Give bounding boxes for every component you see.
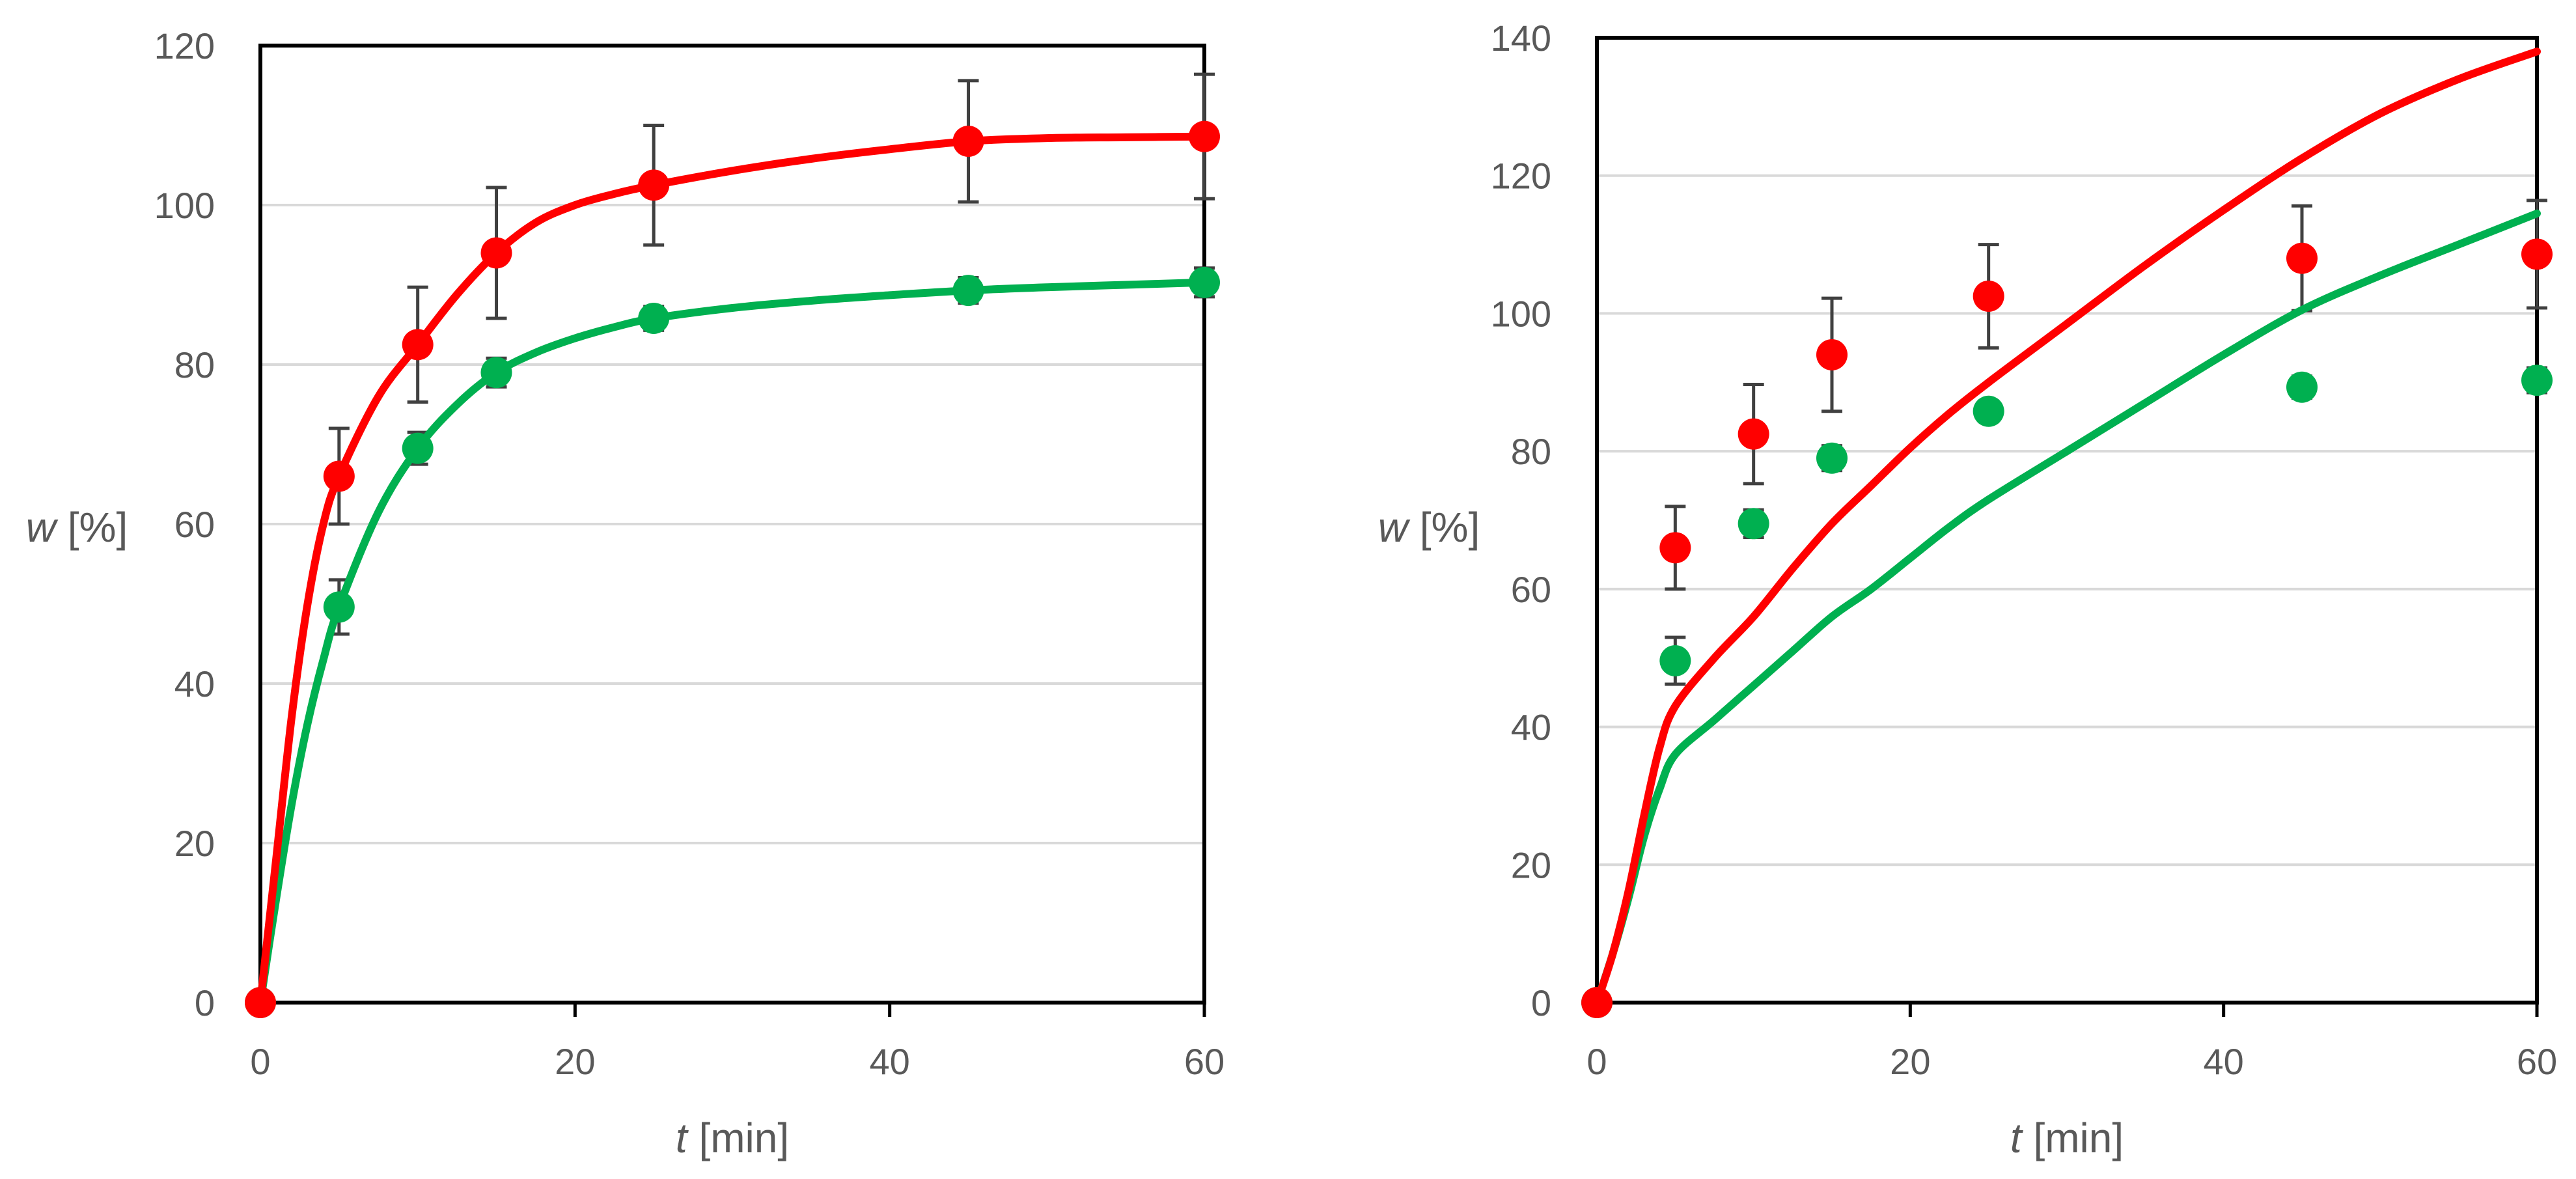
y-tick-label-60: 60 — [174, 504, 215, 545]
x-axis-title: t [min] — [676, 1115, 789, 1161]
y-axis-unit: [%] — [56, 504, 128, 551]
y-tick-label-0: 0 — [195, 982, 215, 1023]
data-point-red-data-3 — [480, 237, 512, 269]
y-tick-label-120: 120 — [154, 25, 215, 66]
y-tick-label-120: 120 — [1491, 156, 1551, 197]
fit-curve-green-data — [1593, 209, 2541, 1006]
data-point-green-data-2 — [402, 432, 434, 464]
chart-left: 0 20 40 60 80 100 120 0 20 40 60 t [min] w [%] — [26, 25, 1225, 1161]
y-axis-title: w [%] — [26, 504, 128, 551]
x-axis-var: t — [676, 1115, 689, 1161]
x-tick-label-20: 20 — [555, 1041, 595, 1082]
y-tick-label-20: 20 — [1511, 844, 1551, 885]
data-point-red-data-2 — [1738, 418, 1769, 450]
data-point-red-data-3 — [1816, 339, 1848, 370]
y-tick-label-100: 100 — [1491, 293, 1551, 334]
fit-curve-green-data — [256, 278, 1208, 1006]
y-tick-label-20: 20 — [174, 823, 215, 864]
data-point-red-data-1 — [323, 460, 355, 492]
data-point-red-data-6 — [2521, 238, 2553, 270]
x-tick-label-0: 0 — [1586, 1041, 1607, 1082]
x-tick-label-20: 20 — [1890, 1041, 1930, 1082]
y-tick-label-0: 0 — [1531, 982, 1551, 1023]
data-point-green-data-3 — [1816, 442, 1848, 474]
plot-frame — [1595, 36, 2539, 1005]
data-point-green-data-5 — [2286, 371, 2318, 403]
x-axis-title: t [min] — [2010, 1115, 2124, 1161]
fit-curve-red-data — [1593, 48, 2541, 1006]
data-point-green-data-3 — [480, 357, 512, 389]
data-point-red-data-1 — [1659, 532, 1691, 564]
data-point-green-data-6 — [1189, 266, 1220, 298]
y-axis-title: w [%] — [1378, 504, 1480, 551]
y-axis-var: w — [26, 504, 59, 551]
data-point-red-data-0 — [245, 987, 276, 1018]
fit-curve-red-data — [256, 132, 1208, 1006]
data-point-red-data-4 — [638, 169, 670, 201]
x-tick-label-0: 0 — [250, 1041, 270, 1082]
y-tick-label-80: 80 — [1511, 431, 1551, 472]
x-tick-label-40: 40 — [2204, 1041, 2244, 1082]
y-tick-label-60: 60 — [1511, 569, 1551, 610]
data-point-red-data-2 — [402, 329, 434, 361]
data-point-green-data-1 — [323, 591, 355, 623]
chart-right: 0 20 40 60 80 100 120 140 0 20 40 60 t [min] w [%] — [1378, 18, 2557, 1161]
x-axis-var: t — [2010, 1115, 2023, 1161]
x-tick-label-60: 60 — [2517, 1041, 2557, 1082]
data-point-red-data-4 — [1973, 280, 2004, 312]
data-point-green-data-4 — [638, 302, 670, 334]
x-tick-label-40: 40 — [870, 1041, 910, 1082]
x-tick-label-60: 60 — [1184, 1041, 1225, 1082]
data-point-green-data-6 — [2521, 365, 2553, 396]
x-axis-unit: [min] — [2022, 1115, 2124, 1161]
data-point-red-data-5 — [2286, 242, 2318, 274]
plot-frame — [258, 44, 1206, 1005]
data-point-green-data-2 — [1738, 508, 1769, 540]
data-point-green-data-4 — [1973, 395, 2004, 427]
y-axis-unit: [%] — [1408, 504, 1480, 551]
y-tick-label-40: 40 — [174, 663, 215, 704]
data-point-red-data-0 — [1581, 987, 1613, 1018]
data-point-red-data-5 — [952, 126, 984, 157]
y-axis-var: w — [1378, 504, 1411, 551]
y-tick-label-100: 100 — [154, 185, 215, 226]
x-axis-unit: [min] — [687, 1115, 789, 1161]
y-tick-label-80: 80 — [174, 344, 215, 385]
y-tick-label-140: 140 — [1491, 18, 1551, 59]
data-point-red-data-6 — [1189, 120, 1220, 152]
data-point-green-data-1 — [1659, 645, 1691, 676]
data-point-green-data-5 — [952, 275, 984, 307]
y-tick-label-40: 40 — [1511, 707, 1551, 748]
